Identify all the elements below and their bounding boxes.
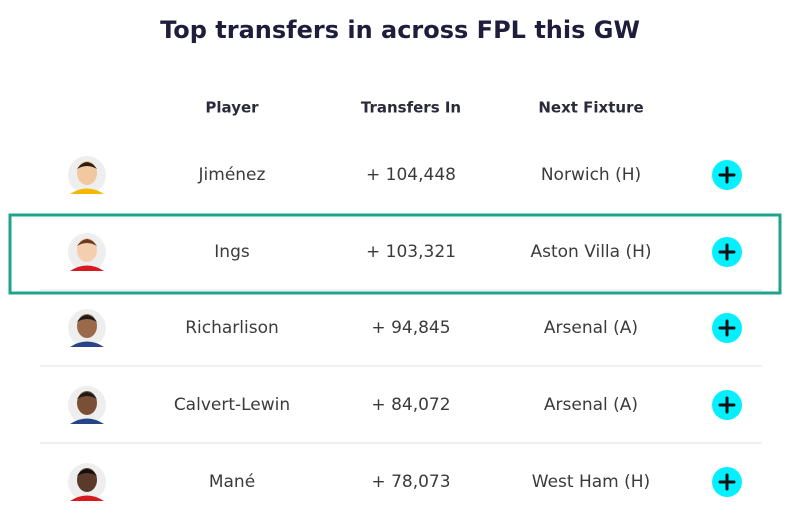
avatar-hair (77, 392, 97, 399)
avatar-shirt (70, 188, 104, 194)
column-header: Player (205, 99, 259, 117)
avatar (68, 156, 106, 194)
avatar (68, 233, 106, 271)
player-name: Richarlison (185, 318, 279, 338)
avatar-shirt (70, 341, 104, 347)
avatar-hair (77, 162, 97, 169)
avatar (68, 463, 106, 501)
player-name: Calvert-Lewin (174, 395, 290, 415)
avatar-face (77, 391, 97, 415)
transfers-in: + 103,321 (366, 242, 456, 262)
highlight-box (8, 213, 782, 295)
avatar-face (77, 161, 97, 185)
transfers-in: + 104,448 (366, 165, 456, 185)
avatar-shirt (70, 265, 104, 271)
avatar-face (77, 468, 97, 492)
column-header: Transfers In (361, 99, 461, 117)
add-button-plus (718, 319, 736, 337)
next-fixture: Arsenal (A) (544, 318, 638, 338)
player-name: Ings (214, 242, 250, 262)
avatar (68, 386, 106, 424)
add-button-plus (718, 396, 736, 414)
player-name: Jiménez (198, 165, 266, 185)
title: Top transfers in across FPL this GW (160, 16, 640, 44)
avatar (68, 309, 106, 347)
column-header: Next Fixture (538, 99, 643, 117)
add-button-plus (718, 166, 736, 184)
add-button-plus (718, 473, 736, 491)
transfers-in: + 94,845 (371, 318, 450, 338)
add-button[interactable] (712, 160, 742, 190)
transfers-in: + 78,073 (371, 472, 450, 492)
avatar-hair (77, 469, 97, 476)
next-fixture: West Ham (H) (532, 472, 650, 492)
transfers-in: + 84,072 (371, 395, 450, 415)
add-button-plus (718, 243, 736, 261)
add-button[interactable] (712, 467, 742, 497)
next-fixture: Arsenal (A) (544, 395, 638, 415)
avatar-hair (77, 315, 97, 322)
add-button[interactable] (712, 237, 742, 267)
avatar-face (77, 238, 97, 262)
avatar-face (77, 314, 97, 338)
next-fixture: Norwich (H) (541, 165, 641, 185)
avatar-shirt (70, 495, 104, 501)
add-button[interactable] (712, 390, 742, 420)
next-fixture: Aston Villa (H) (530, 242, 651, 262)
player-name: Mané (209, 472, 255, 492)
avatar-shirt (70, 418, 104, 424)
add-button[interactable] (712, 313, 742, 343)
avatar-hair (77, 239, 97, 246)
